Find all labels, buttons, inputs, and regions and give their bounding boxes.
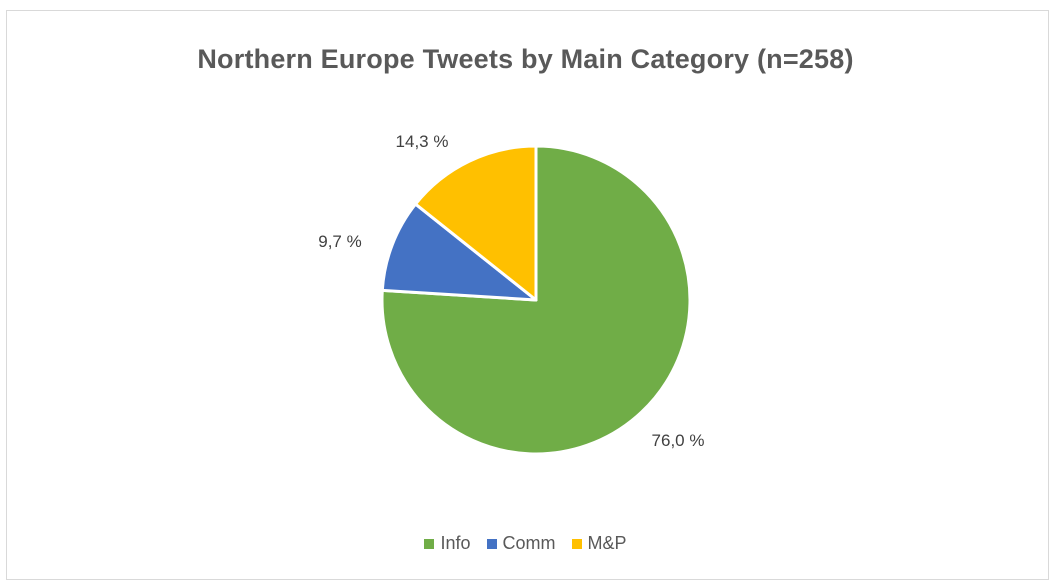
legend-swatch bbox=[486, 538, 497, 549]
legend-item-m-p: M&P bbox=[571, 533, 627, 554]
data-label-info: 76,0 % bbox=[652, 431, 705, 450]
pie-slice-comm bbox=[380, 202, 538, 302]
legend-label: Comm bbox=[502, 533, 556, 553]
legend-item-comm: Comm bbox=[486, 533, 556, 554]
pie-data-labels: 76,0 % 9,7 % 14,3 % bbox=[318, 132, 704, 450]
chart-title: Northern Europe Tweets by Main Category … bbox=[197, 44, 854, 74]
pie-slice-info bbox=[380, 144, 692, 456]
legend-label: M&P bbox=[587, 533, 627, 553]
legend-item-info: Info bbox=[424, 533, 471, 554]
data-label-comm: 9,7 % bbox=[318, 232, 361, 251]
legend-swatch bbox=[571, 538, 582, 549]
legend-swatch bbox=[424, 538, 435, 549]
legend-label: Info bbox=[440, 533, 471, 553]
pie-slices bbox=[380, 144, 692, 456]
chart-legend: Info Comm M&P bbox=[0, 533, 1051, 554]
data-label-m-p: 14,3 % bbox=[396, 132, 449, 151]
pie-slice-m-p bbox=[414, 144, 538, 302]
